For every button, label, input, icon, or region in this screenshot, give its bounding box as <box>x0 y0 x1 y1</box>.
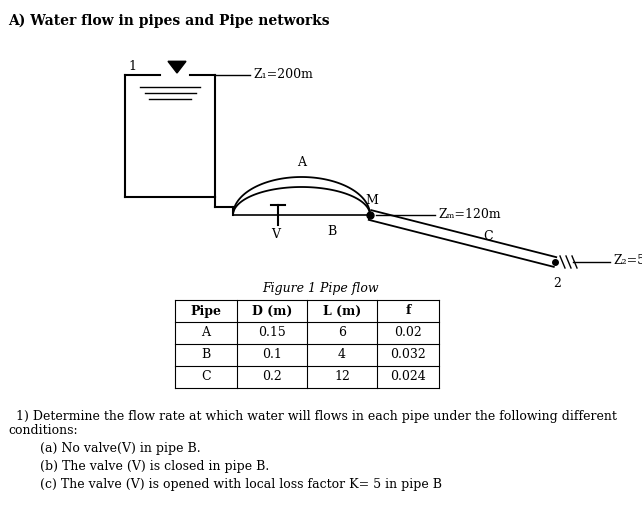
Text: B: B <box>202 348 211 362</box>
Text: 12: 12 <box>334 370 350 384</box>
Text: 6: 6 <box>338 327 346 339</box>
Text: (c) The valve (V) is opened with local loss factor K= 5 in pipe B: (c) The valve (V) is opened with local l… <box>8 478 442 491</box>
Text: 0.024: 0.024 <box>390 370 426 384</box>
Text: f: f <box>405 304 411 318</box>
Text: A) Water flow in pipes and Pipe networks: A) Water flow in pipes and Pipe networks <box>8 14 329 28</box>
Text: 1) Determine the flow rate at which water will flows in each pipe under the foll: 1) Determine the flow rate at which wate… <box>8 410 617 423</box>
Text: Zₘ=120m: Zₘ=120m <box>438 207 501 220</box>
Text: V: V <box>272 228 281 241</box>
Text: B: B <box>327 225 336 238</box>
Text: 0.02: 0.02 <box>394 327 422 339</box>
Polygon shape <box>168 61 186 73</box>
Text: A: A <box>202 327 211 339</box>
Text: (a) No valve(V) in pipe B.: (a) No valve(V) in pipe B. <box>8 442 200 455</box>
Text: Z₂=50m: Z₂=50m <box>613 254 642 268</box>
Text: C: C <box>483 229 492 243</box>
Text: Z₁=200m: Z₁=200m <box>253 68 313 80</box>
Text: L (m): L (m) <box>323 304 361 318</box>
Text: 0.032: 0.032 <box>390 348 426 362</box>
Text: 1: 1 <box>128 60 136 73</box>
Text: D (m): D (m) <box>252 304 292 318</box>
Text: 0.2: 0.2 <box>262 370 282 384</box>
Text: (b) The valve (V) is closed in pipe B.: (b) The valve (V) is closed in pipe B. <box>8 460 269 473</box>
Text: 0.15: 0.15 <box>258 327 286 339</box>
Text: 4: 4 <box>338 348 346 362</box>
Text: conditions:: conditions: <box>8 424 78 437</box>
Text: 0.1: 0.1 <box>262 348 282 362</box>
Text: Figure 1 Pipe flow: Figure 1 Pipe flow <box>263 282 379 295</box>
Text: M: M <box>365 194 378 207</box>
Text: Pipe: Pipe <box>191 304 221 318</box>
Text: A: A <box>297 156 306 169</box>
Text: C: C <box>201 370 211 384</box>
Text: 2: 2 <box>553 277 561 290</box>
